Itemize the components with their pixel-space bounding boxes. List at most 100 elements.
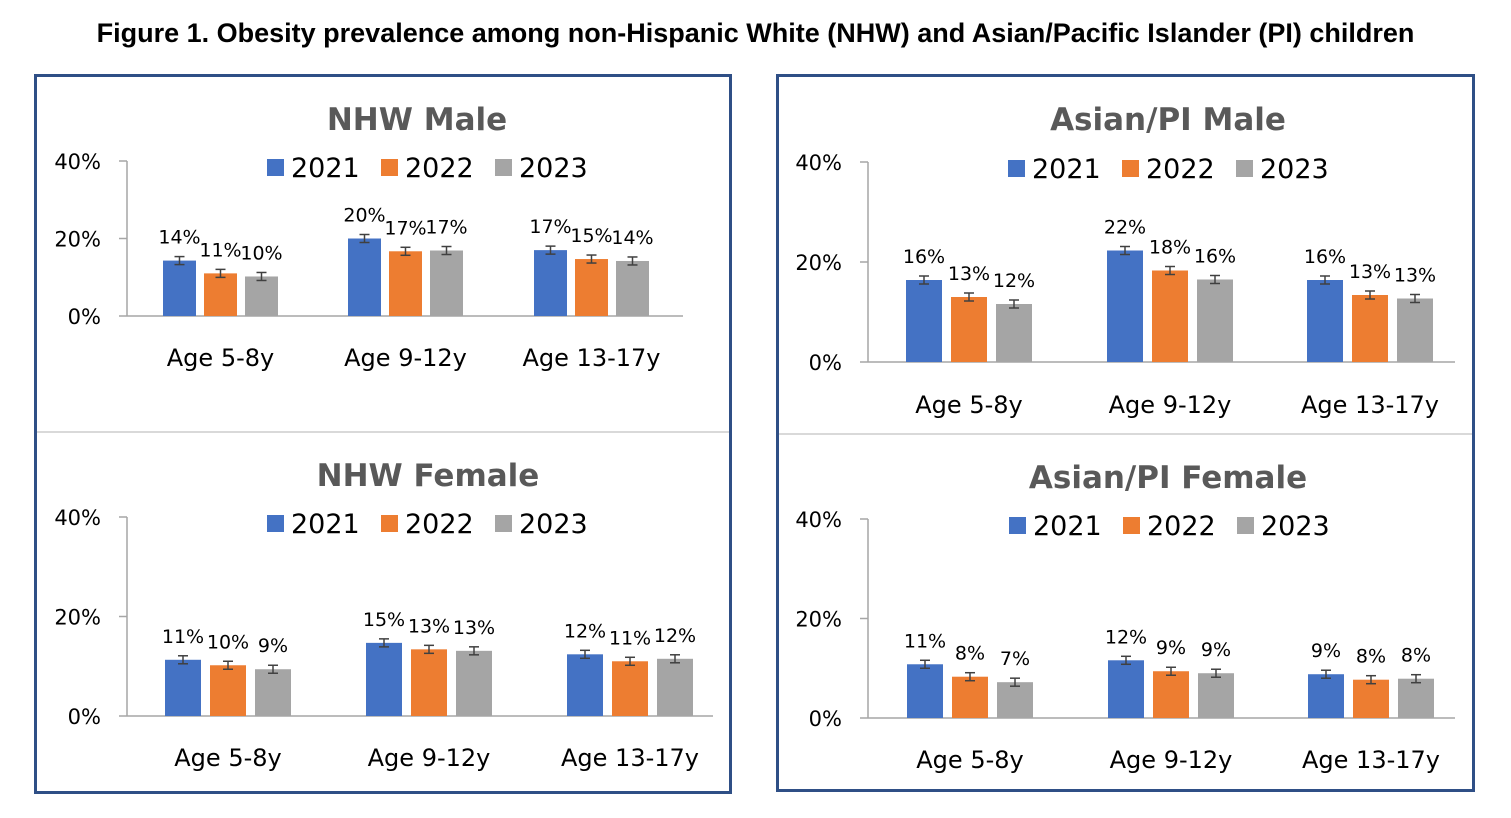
data-label: 9%: [258, 635, 288, 657]
category-label: Age 9-12y: [1110, 746, 1233, 774]
data-label: 8%: [1356, 646, 1386, 668]
data-label: 16%: [903, 246, 945, 268]
legend-label: 2021: [291, 153, 360, 184]
data-label: 13%: [948, 263, 990, 285]
data-label: 22%: [1104, 217, 1146, 239]
y-tick-label: 40%: [54, 506, 101, 530]
bar: [997, 682, 1033, 718]
bar: [1153, 671, 1189, 718]
data-label: 13%: [1349, 261, 1391, 283]
data-label: 12%: [993, 270, 1035, 292]
data-label: 15%: [570, 225, 612, 247]
category-label: Age 13-17y: [523, 344, 661, 372]
legend-label: 2023: [519, 153, 588, 184]
legend-swatch: [1123, 517, 1140, 534]
data-label: 14%: [158, 227, 200, 249]
legend-swatch: [1009, 517, 1026, 534]
legend-swatch: [1008, 160, 1025, 177]
bar: [389, 251, 422, 316]
y-tick-label: 0%: [809, 707, 842, 731]
legend-swatch: [1122, 160, 1139, 177]
legend-swatch: [381, 515, 398, 532]
data-label: 9%: [1156, 637, 1186, 659]
bar: [1107, 250, 1143, 362]
chart-title: Asian/PI Female: [1029, 460, 1307, 496]
bar: [996, 304, 1032, 362]
data-label: 9%: [1201, 639, 1231, 661]
legend-label: 2021: [1032, 154, 1101, 185]
legend-label: 2021: [291, 509, 360, 540]
data-label: 17%: [529, 216, 571, 238]
legend-swatch: [495, 515, 512, 532]
data-label: 17%: [425, 217, 467, 239]
chart-title: NHW Male: [327, 102, 507, 138]
bar: [366, 642, 402, 716]
data-label: 10%: [207, 631, 249, 653]
data-label: 13%: [453, 617, 495, 639]
category-label: Age 9-12y: [344, 344, 467, 372]
data-label: 20%: [343, 205, 385, 227]
bar: [657, 658, 693, 716]
bar: [456, 650, 492, 716]
bar: [906, 280, 942, 362]
legend-label: 2022: [405, 509, 474, 540]
data-label: 15%: [363, 609, 405, 631]
bar: [411, 649, 447, 716]
bar: [1152, 270, 1188, 362]
bar: [430, 250, 463, 316]
bar: [1397, 298, 1433, 362]
legend-label: 2023: [519, 509, 588, 540]
legend-swatch: [1236, 160, 1253, 177]
category-label: Age 9-12y: [1109, 391, 1232, 419]
chart-title: Asian/PI Male: [1050, 102, 1286, 138]
y-tick-label: 40%: [795, 151, 842, 175]
bar: [952, 676, 988, 718]
data-label: 12%: [564, 620, 606, 642]
legend-label: 2021: [1033, 511, 1102, 542]
bar: [165, 659, 201, 716]
bar: [907, 664, 943, 718]
bar: [204, 273, 237, 316]
bar: [348, 238, 381, 316]
bar: [951, 297, 987, 362]
chart-title: NHW Female: [317, 458, 540, 494]
data-label: 17%: [384, 217, 426, 239]
bar: [1308, 674, 1344, 718]
data-label: 12%: [1105, 626, 1147, 648]
legend-label: 2022: [1146, 154, 1215, 185]
legend-label: 2022: [1147, 511, 1216, 542]
legend-swatch: [267, 159, 284, 176]
bar: [1307, 280, 1343, 362]
bar: [534, 250, 567, 316]
legend-swatch: [381, 159, 398, 176]
data-label: 9%: [1311, 640, 1341, 662]
data-label: 7%: [1000, 648, 1030, 670]
bar: [163, 260, 196, 316]
category-label: Age 9-12y: [368, 744, 491, 772]
category-label: Age 13-17y: [1302, 746, 1440, 774]
data-label: 10%: [240, 242, 282, 264]
legend-swatch: [495, 159, 512, 176]
legend-swatch: [267, 515, 284, 532]
data-label: 13%: [408, 615, 450, 637]
legend-label: 2022: [405, 153, 474, 184]
bar: [616, 260, 649, 316]
y-tick-label: 40%: [795, 508, 842, 532]
bar: [1198, 673, 1234, 718]
bar: [245, 276, 278, 316]
bar: [567, 654, 603, 716]
bar: [1197, 279, 1233, 362]
category-label: Age 5-8y: [167, 344, 274, 372]
data-label: 11%: [609, 627, 651, 649]
bar: [255, 669, 291, 716]
y-tick-label: 0%: [809, 351, 842, 375]
figure-title: Figure 1. Obesity prevalence among non-H…: [96, 18, 1415, 48]
data-label: 8%: [955, 643, 985, 665]
data-label: 11%: [904, 630, 946, 652]
bar: [1108, 660, 1144, 718]
data-label: 12%: [654, 625, 696, 647]
data-label: 18%: [1149, 237, 1191, 259]
